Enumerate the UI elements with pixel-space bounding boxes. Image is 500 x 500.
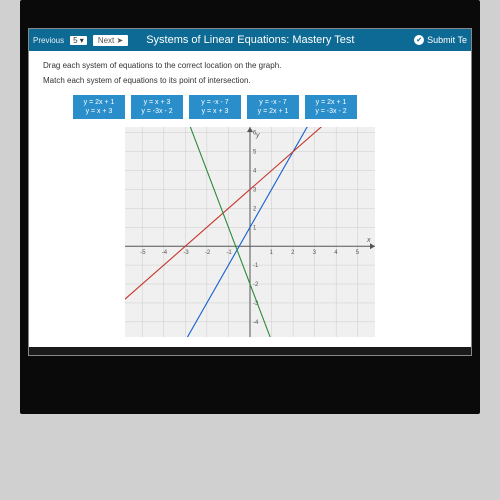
- tile-4-eq1: y = -x - 7: [253, 98, 293, 107]
- tile-2-eq2: y = -3x - 2: [137, 107, 177, 116]
- page-title: Systems of Linear Equations: Mastery Tes…: [146, 34, 354, 46]
- tile-2[interactable]: y = x + 3 y = -3x - 2: [131, 95, 183, 119]
- submit-icon: ✔: [414, 35, 424, 45]
- screen-area: Previous 5 ▾ Next ➤ Systems of Linear Eq…: [28, 28, 472, 356]
- instruction-2: Match each system of equations to its po…: [43, 76, 457, 85]
- svg-text:-3: -3: [183, 250, 189, 256]
- tile-4-eq2: y = 2x + 1: [253, 107, 293, 116]
- svg-text:3: 3: [313, 250, 317, 256]
- svg-text:2: 2: [253, 207, 257, 213]
- svg-text:-4: -4: [253, 320, 259, 326]
- svg-text:-1: -1: [226, 250, 232, 256]
- svg-text:5: 5: [253, 150, 257, 156]
- svg-text:3: 3: [253, 188, 257, 194]
- submit-label: Submit Te: [427, 35, 467, 45]
- tile-3-eq1: y = -x - 7: [195, 98, 235, 107]
- tile-5-eq1: y = 2x + 1: [311, 98, 351, 107]
- svg-text:y: y: [255, 132, 260, 139]
- svg-text:2: 2: [291, 250, 295, 256]
- tile-3-eq2: y = x + 3: [195, 107, 235, 116]
- equation-tiles: y = 2x + 1 y = x + 3 y = x + 3 y = -3x -…: [43, 95, 457, 119]
- tile-2-eq1: y = x + 3: [137, 98, 177, 107]
- svg-text:-4: -4: [162, 250, 168, 256]
- tile-5[interactable]: y = 2x + 1 y = -3x - 2: [305, 95, 357, 119]
- next-button[interactable]: Next ➤: [93, 35, 128, 46]
- svg-text:1: 1: [270, 250, 274, 256]
- tile-5-eq2: y = -3x - 2: [311, 107, 351, 116]
- svg-text:5: 5: [356, 250, 360, 256]
- coordinate-graph[interactable]: -5-4-3-2-112345-4-3-2-1123456yx: [125, 127, 375, 337]
- tile-4[interactable]: y = -x - 7 y = 2x + 1: [247, 95, 299, 119]
- nav-bar: Previous 5 ▾ Next ➤ Systems of Linear Eq…: [29, 29, 471, 51]
- svg-text:1: 1: [253, 225, 257, 231]
- tile-1[interactable]: y = 2x + 1 y = x + 3: [73, 95, 125, 119]
- photo-frame: Previous 5 ▾ Next ➤ Systems of Linear Eq…: [20, 0, 480, 414]
- previous-link[interactable]: Previous: [33, 36, 64, 45]
- content-area: Drag each system of equations to the cor…: [29, 51, 471, 347]
- svg-text:-5: -5: [140, 250, 146, 256]
- tile-3[interactable]: y = -x - 7 y = x + 3: [189, 95, 241, 119]
- bottom-strip: [29, 347, 471, 355]
- svg-text:-1: -1: [253, 263, 259, 269]
- svg-text:x: x: [366, 237, 371, 244]
- tile-1-eq2: y = x + 3: [79, 107, 119, 116]
- instruction-1: Drag each system of equations to the cor…: [43, 61, 457, 70]
- svg-text:4: 4: [253, 169, 257, 175]
- svg-text:4: 4: [334, 250, 338, 256]
- submit-button[interactable]: ✔ Submit Te: [414, 35, 467, 45]
- graph-area[interactable]: -5-4-3-2-112345-4-3-2-1123456yx: [43, 127, 457, 341]
- svg-text:-2: -2: [205, 250, 211, 256]
- tool-count[interactable]: 5 ▾: [70, 36, 87, 45]
- svg-text:-2: -2: [253, 282, 259, 288]
- tile-1-eq1: y = 2x + 1: [79, 98, 119, 107]
